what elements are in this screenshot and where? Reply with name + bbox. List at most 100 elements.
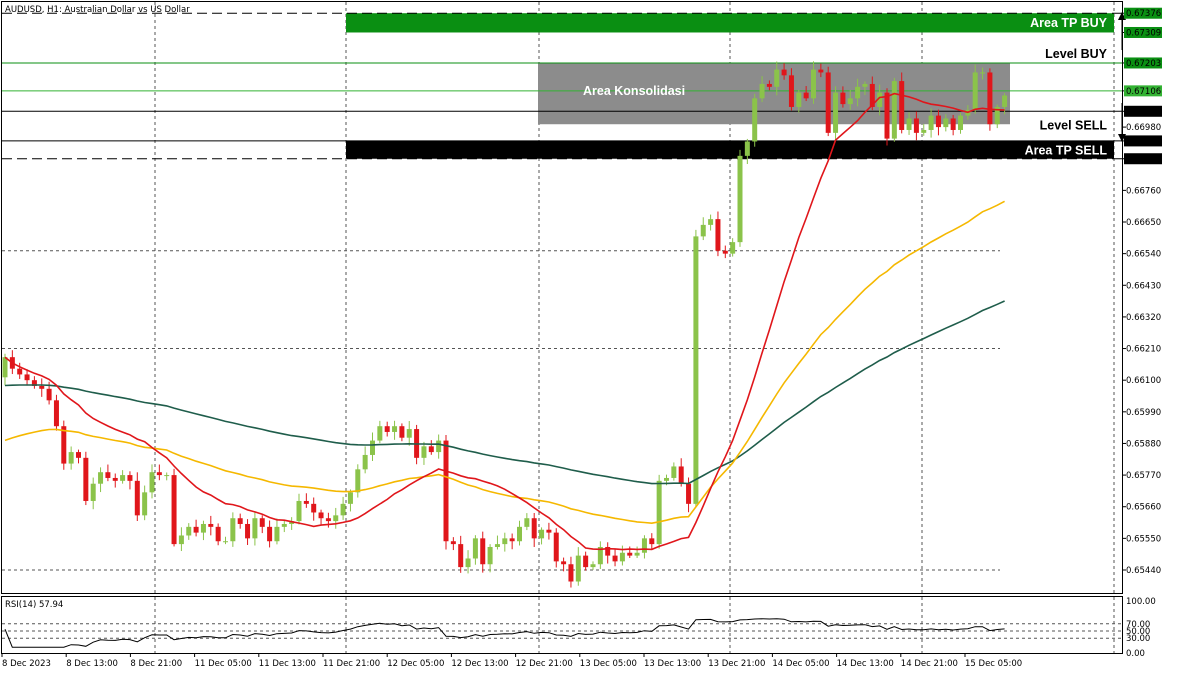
price-tick-bg (1124, 7, 1162, 19)
candle-bear (237, 518, 243, 524)
grid (2, 2, 1122, 653)
candle-bear (480, 538, 486, 565)
candle-bull (744, 141, 750, 156)
time-tick-label: 11 Dec 21:00 (323, 659, 380, 669)
candle-bull (906, 118, 912, 130)
candle-bull (98, 472, 104, 484)
candle-bull (671, 466, 677, 478)
candle-bull (406, 429, 412, 438)
candle-bear (788, 75, 794, 107)
price-tick-label: 0.67309 (1126, 28, 1161, 38)
candle-bull (223, 541, 228, 543)
annotations: Area TP BUY Level BUY Area Konsolidasi Leve… (583, 12, 1126, 157)
price-tick-bg (1124, 57, 1162, 69)
candle-bull (289, 521, 295, 524)
candle-bull (921, 129, 927, 133)
price-tick-label: 0.67106 (1126, 87, 1161, 97)
price-tick-bg (1124, 26, 1162, 38)
candle-bull (252, 518, 258, 539)
candle-bull (539, 529, 545, 539)
candle-bull (340, 503, 346, 516)
candle-bear (913, 118, 919, 133)
candle-bull (891, 81, 897, 139)
candle-bull (333, 515, 339, 522)
candle-bear (318, 512, 324, 519)
price-tick-label: 0.66870 (1126, 155, 1161, 165)
price-tick-bg (1124, 153, 1162, 165)
main-panel-border (1, 1, 1123, 594)
candle-bull (634, 552, 640, 556)
candle-bear (156, 472, 162, 476)
tp-buy-label: Area TP BUY (1030, 16, 1108, 30)
candle-bear (428, 446, 434, 453)
candle-bull (494, 544, 500, 547)
candle-bear (134, 480, 140, 516)
tp-sell-label: Area TP SELL (1025, 143, 1108, 157)
candle-bear (458, 544, 464, 568)
candle-bull (730, 242, 736, 254)
candle-bull (737, 155, 743, 243)
rsi-tick-label: 100.00 (1126, 597, 1156, 607)
candle-bear (531, 518, 537, 539)
candle-bear (612, 555, 618, 562)
candle-bull (862, 83, 868, 87)
candle-bear (193, 526, 199, 533)
candle-bear (127, 475, 133, 481)
rsi-tick-label: 0.00 (1126, 649, 1145, 659)
price-tick-label: 0.66650 (1126, 218, 1161, 228)
candle-bull (972, 72, 978, 110)
time-tick-label: 14 Dec 13:00 (837, 659, 894, 669)
candles (2, 61, 1008, 588)
candle-bull (274, 526, 280, 542)
time-tick-label: 8 Dec 2023 (2, 659, 51, 669)
price-tick-bg (1124, 105, 1162, 117)
price-tick-label: 0.66760 (1126, 186, 1161, 196)
candle-bear (722, 250, 728, 254)
level-sell-label: Level SELL (1040, 119, 1108, 133)
time-tick-label: 13 Dec 13:00 (644, 659, 701, 669)
rsi-path (4, 618, 1005, 648)
candle-bear (83, 457, 89, 501)
candle-bull (847, 98, 853, 105)
time-tick-label: 14 Dec 21:00 (901, 659, 958, 669)
candle-bear (649, 538, 655, 545)
candle-bull (700, 224, 706, 237)
candle-bear (553, 532, 559, 562)
candle-bull (421, 446, 427, 458)
price-tick-label: 0.65990 (1126, 408, 1161, 418)
candle-bull (90, 483, 96, 501)
candle-bear (31, 380, 37, 386)
time-tick-label: 12 Dec 05:00 (387, 659, 444, 669)
candle-bear (869, 83, 875, 107)
candle-bull (149, 472, 155, 493)
candle-bull (502, 538, 508, 545)
candle-bull (164, 475, 170, 477)
candle-bull (362, 454, 368, 470)
candle-bull (2, 357, 8, 378)
price-tick-label: 0.66430 (1126, 281, 1161, 291)
time-tick-label: 11 Dec 13:00 (259, 659, 316, 669)
candle-bull (120, 475, 126, 481)
candle-bull (759, 83, 765, 99)
candle-bear (715, 219, 721, 251)
rsi-label: RSI(14) 57.94 (5, 600, 63, 610)
time-tick-label: 13 Dec 21:00 (708, 659, 765, 669)
candle-bear (215, 526, 221, 542)
candle-bear (935, 115, 941, 128)
candle-bull (656, 480, 662, 545)
candle-bull (943, 118, 949, 128)
candle-bear (267, 526, 273, 542)
candle-bear (509, 538, 515, 542)
candle-bear (171, 475, 177, 545)
candle-bull (296, 500, 302, 522)
candle-bull (436, 440, 442, 453)
price-tick-label: 0.66320 (1126, 313, 1161, 323)
price-tick-label: 0.66210 (1126, 345, 1161, 355)
candle-bear (686, 483, 692, 504)
candle-bull (590, 564, 596, 568)
price-tick-label: 0.65770 (1126, 471, 1161, 481)
candle-bull (200, 523, 206, 533)
level-lines (2, 12, 1122, 160)
